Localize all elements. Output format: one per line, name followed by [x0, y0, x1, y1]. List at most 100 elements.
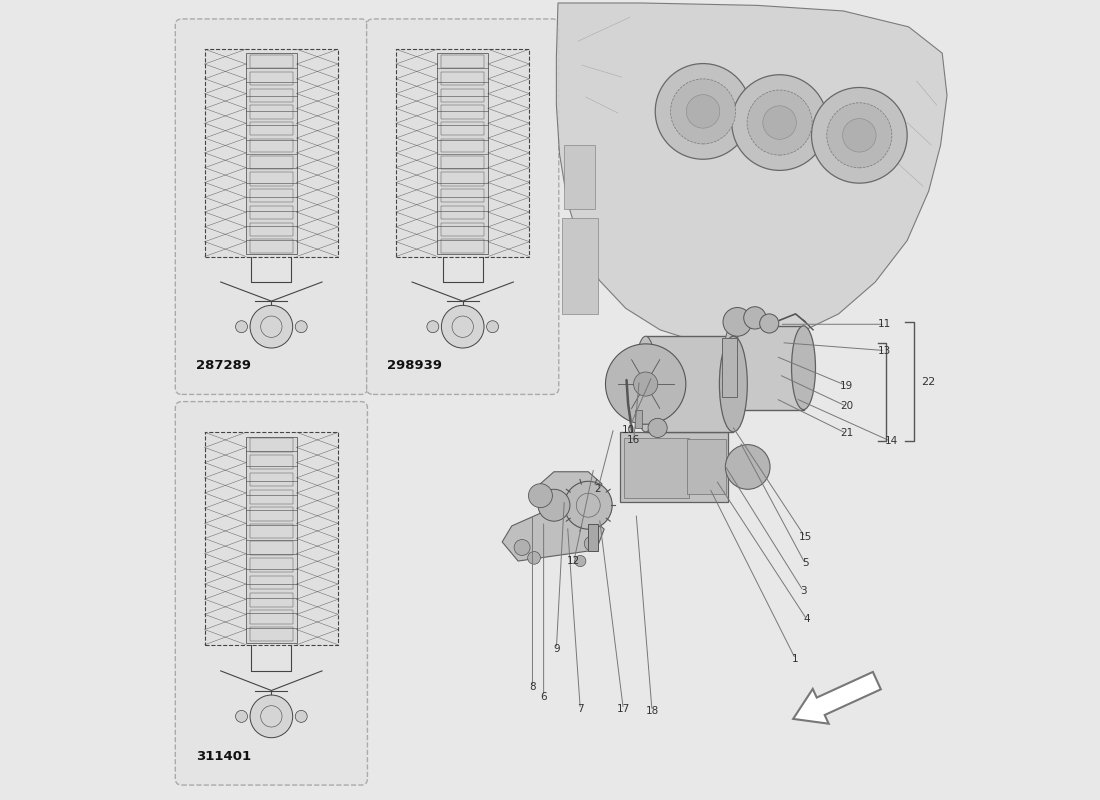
Circle shape: [250, 695, 293, 738]
Text: 16: 16: [627, 435, 640, 445]
Text: 22: 22: [921, 377, 935, 386]
Polygon shape: [557, 3, 947, 346]
Text: 18: 18: [646, 706, 659, 716]
Circle shape: [723, 307, 751, 336]
Circle shape: [760, 314, 779, 333]
Circle shape: [538, 490, 570, 521]
Bar: [441, 172, 484, 186]
Text: 287289: 287289: [196, 359, 251, 372]
Text: 21: 21: [840, 429, 854, 438]
Text: 15: 15: [799, 532, 812, 542]
Bar: [686, 439, 726, 494]
Bar: [250, 558, 293, 572]
Bar: [250, 507, 293, 521]
Bar: [250, 55, 293, 69]
Ellipse shape: [635, 336, 657, 432]
Text: 6: 6: [540, 691, 547, 702]
Circle shape: [725, 445, 770, 490]
Bar: [250, 627, 293, 641]
Bar: [564, 145, 595, 209]
Bar: [250, 610, 293, 624]
Bar: [250, 576, 293, 590]
Text: 7: 7: [578, 704, 584, 714]
Bar: [646, 336, 734, 432]
FancyBboxPatch shape: [366, 19, 559, 394]
Circle shape: [827, 102, 892, 168]
Bar: [723, 338, 737, 397]
Bar: [250, 490, 293, 503]
FancyBboxPatch shape: [175, 402, 367, 785]
Text: 13: 13: [878, 346, 891, 355]
Bar: [250, 222, 293, 236]
Text: 12: 12: [568, 556, 581, 566]
Circle shape: [235, 321, 248, 333]
Bar: [441, 155, 484, 169]
Circle shape: [528, 484, 552, 508]
Circle shape: [250, 306, 293, 348]
FancyArrow shape: [793, 672, 881, 724]
Bar: [250, 542, 293, 555]
Bar: [396, 50, 529, 257]
Bar: [635, 410, 642, 428]
Ellipse shape: [723, 326, 740, 410]
Bar: [205, 432, 338, 645]
Circle shape: [295, 710, 307, 722]
Bar: [250, 106, 293, 118]
Bar: [441, 206, 484, 219]
Bar: [205, 50, 338, 257]
Text: 9: 9: [553, 644, 560, 654]
Circle shape: [514, 539, 530, 555]
Bar: [250, 206, 293, 219]
Circle shape: [656, 63, 751, 159]
Ellipse shape: [719, 336, 747, 432]
Bar: [624, 438, 689, 498]
Bar: [250, 239, 293, 253]
Bar: [250, 122, 293, 135]
Circle shape: [648, 418, 668, 438]
Circle shape: [747, 90, 812, 155]
Circle shape: [744, 306, 766, 329]
Circle shape: [574, 555, 586, 566]
Bar: [250, 172, 293, 186]
Text: 5: 5: [802, 558, 808, 569]
FancyBboxPatch shape: [175, 19, 367, 394]
Text: 17: 17: [617, 704, 630, 714]
Text: 8: 8: [529, 682, 536, 692]
Circle shape: [686, 94, 719, 128]
Circle shape: [235, 710, 248, 722]
Polygon shape: [503, 514, 604, 561]
Bar: [250, 593, 293, 606]
Bar: [250, 139, 293, 152]
Bar: [441, 72, 484, 86]
Circle shape: [295, 321, 307, 333]
Circle shape: [528, 551, 540, 564]
Circle shape: [812, 87, 907, 183]
Bar: [250, 438, 293, 452]
Circle shape: [843, 118, 876, 152]
Bar: [246, 437, 297, 642]
Text: 11: 11: [878, 319, 891, 330]
Circle shape: [564, 482, 613, 529]
Bar: [246, 54, 297, 254]
Circle shape: [732, 74, 827, 170]
Bar: [620, 432, 728, 502]
Bar: [562, 218, 597, 314]
Bar: [441, 89, 484, 102]
Circle shape: [671, 79, 736, 144]
Bar: [250, 155, 293, 169]
Circle shape: [634, 372, 658, 396]
Bar: [250, 455, 293, 469]
Bar: [588, 523, 597, 551]
Bar: [441, 222, 484, 236]
Text: 10: 10: [621, 426, 635, 435]
Bar: [441, 239, 484, 253]
Text: 3: 3: [800, 586, 806, 596]
Bar: [438, 54, 488, 254]
Bar: [441, 139, 484, 152]
Bar: [441, 122, 484, 135]
Text: 2: 2: [594, 484, 601, 494]
Text: 298939: 298939: [387, 359, 442, 372]
Bar: [250, 524, 293, 538]
Ellipse shape: [792, 326, 815, 410]
Text: 311401: 311401: [196, 750, 251, 762]
